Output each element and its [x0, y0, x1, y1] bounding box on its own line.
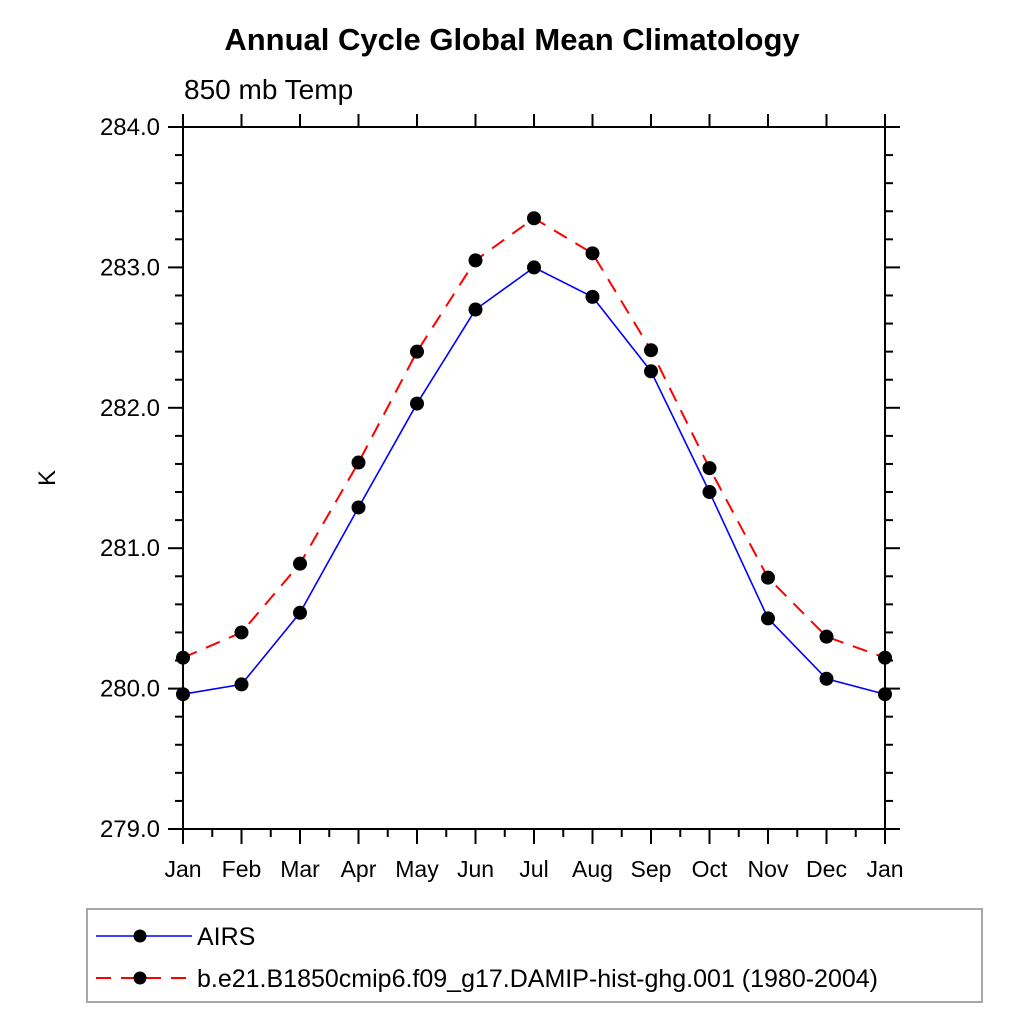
chart-title: Annual Cycle Global Mean Climatology — [224, 22, 800, 57]
legend-marker-airs — [133, 929, 147, 943]
y-tick-label: 283.0 — [100, 254, 160, 281]
x-tick-label: Sep — [631, 856, 672, 882]
series-line-1 — [182, 217, 886, 659]
series-0-point-Mar — [293, 605, 307, 620]
data-series — [176, 211, 892, 702]
x-tick-label: Apr — [341, 856, 377, 882]
y-tick-label: 282.0 — [100, 395, 160, 422]
axes: 279.0 280.0 281.0 282.0 283.0 284.0 Jan Feb Mar A… — [100, 114, 904, 882]
series-1-point-Dec — [819, 629, 834, 644]
series-1-point-Jan — [878, 650, 892, 665]
y-tick-label: 279.0 — [100, 816, 160, 843]
y-tick-label: 284.0 — [100, 114, 160, 141]
x-tick-label: Jan — [164, 856, 201, 882]
y-tick-label: 280.0 — [100, 676, 160, 703]
y-tick-label: 281.0 — [100, 535, 160, 562]
series-1-point-Nov — [761, 570, 775, 585]
series-1-point-Oct — [702, 461, 717, 476]
series-0-point-Jun — [468, 302, 483, 317]
series-1-point-Mar — [293, 556, 307, 571]
series-1-point-Sep — [644, 343, 658, 358]
plot-frame — [182, 126, 886, 830]
legend: AIRS b.e21.B1850cmip6.f09_g17.DAMIP-hist… — [86, 908, 983, 1003]
series-0-point-Dec — [819, 671, 834, 686]
series-1-point-Jan — [176, 650, 190, 665]
series-0-point-Aug — [585, 289, 600, 304]
x-tick-label: Mar — [280, 856, 320, 882]
legend-label-model: b.e21.B1850cmip6.f09_g17.DAMIP-hist-ghg.… — [197, 965, 878, 993]
series-0-point-Jan — [878, 687, 892, 702]
x-tick-label: Nov — [748, 856, 789, 882]
legend-marker-model — [133, 971, 147, 985]
series-0-point-Sep — [644, 364, 658, 379]
x-tick-label: May — [395, 856, 439, 882]
series-0-point-Jan — [176, 687, 190, 702]
x-tick-label: Dec — [806, 856, 847, 882]
series-0-point-Apr — [351, 500, 366, 515]
series-0-point-Jul — [527, 260, 541, 275]
x-tick-label: Jul — [519, 856, 548, 882]
series-1-point-May — [410, 344, 424, 359]
chart-subtitle: 850 mb Temp — [184, 74, 353, 105]
legend-box — [86, 908, 983, 1003]
series-1-point-Apr — [351, 455, 366, 470]
series-line-0 — [182, 266, 886, 696]
legend-label-airs: AIRS — [197, 923, 255, 951]
x-tick-label: Jun — [457, 856, 494, 882]
series-1-point-Aug — [585, 246, 600, 261]
series-0-point-Nov — [761, 611, 775, 626]
x-tick-label: Oct — [692, 856, 728, 882]
y-axis-label: K — [34, 470, 61, 486]
series-1-point-Feb — [234, 625, 249, 640]
series-0-point-May — [410, 396, 424, 411]
x-tick-label: Jan — [866, 856, 903, 882]
series-0-point-Oct — [702, 485, 717, 500]
x-tick-label: Feb — [222, 856, 262, 882]
series-1-point-Jun — [468, 253, 483, 268]
series-1-point-Jul — [527, 211, 541, 226]
series-0-point-Feb — [234, 677, 249, 692]
x-tick-label: Aug — [572, 856, 613, 882]
